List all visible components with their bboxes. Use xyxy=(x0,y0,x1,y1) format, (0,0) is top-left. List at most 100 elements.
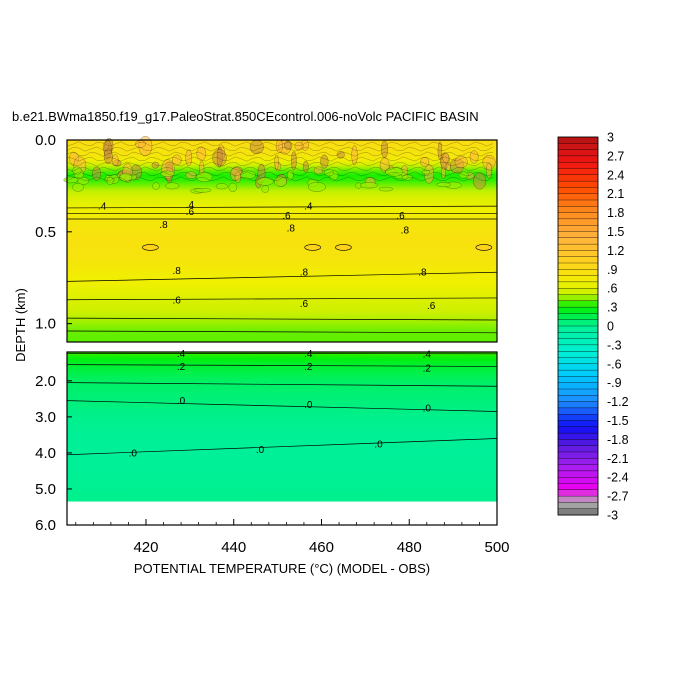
lower-contour-label: .4 xyxy=(177,349,186,360)
y-tick-label: 1.0 xyxy=(35,316,56,333)
colorbar-box xyxy=(557,143,599,150)
colorbar-box xyxy=(557,458,599,465)
x-axis-label: POTENTIAL TEMPERATURE (°C) (MODEL - OBS) xyxy=(134,561,430,576)
x-axis: POTENTIAL TEMPERATURE (°C) (MODEL - OBS)… xyxy=(75,519,510,576)
lower-contour-label: .2 xyxy=(423,364,432,375)
y-tick-label: 0.0 xyxy=(35,132,56,149)
colorbar-box xyxy=(557,470,599,478)
colorbar-frame xyxy=(557,136,599,516)
colorbar-label: -2.4 xyxy=(607,471,629,485)
colorbar-box xyxy=(557,294,599,302)
lower-panel-frame xyxy=(66,351,498,526)
colorbar-box xyxy=(557,300,599,308)
colorbar-box xyxy=(557,275,599,283)
colorbar-box xyxy=(557,407,599,415)
colorbar-label: -1.2 xyxy=(607,395,629,409)
colorbar-box xyxy=(557,414,599,421)
y-tick-label: 2.0 xyxy=(35,373,56,390)
colorbar-box xyxy=(557,225,599,232)
colorbar-label: .9 xyxy=(607,263,617,277)
x-tick-label: 500 xyxy=(484,539,509,556)
colorbar-box xyxy=(557,495,599,503)
y-tick-label: 0.5 xyxy=(35,224,56,241)
upper-contour-label: .6 xyxy=(186,207,195,218)
upper-closed-contour xyxy=(142,244,159,251)
upper-closed-contour xyxy=(475,244,493,251)
lower-contour-line xyxy=(66,382,498,387)
colorbar-box xyxy=(557,369,599,377)
lower-contour-label: .0 xyxy=(129,448,138,459)
colorbar-label: -.9 xyxy=(607,376,622,390)
x-axis-label-prefix: POTENTIAL TEMPERATURE ( xyxy=(134,561,315,576)
x-axis-label-suffix: ) (MODEL - OBS) xyxy=(329,561,430,576)
colorbar-label: -2.7 xyxy=(607,490,629,504)
upper-contour-label: .4 xyxy=(98,202,107,213)
upper-contour-line xyxy=(66,205,498,209)
colorbar-box xyxy=(557,325,599,333)
upper-contour-label: .6 xyxy=(427,301,436,312)
lower-panel: .4 .4 .4 .2 .2 .2 .0 .0 .0 .0 .0 .0 xyxy=(66,349,498,526)
colorbar-box xyxy=(557,426,599,434)
lower-contour-label: .4 xyxy=(304,349,313,360)
colorbar-box xyxy=(557,388,599,396)
colorbar-box xyxy=(557,288,599,295)
y-tick-label: 3.0 xyxy=(35,409,56,426)
colorbar-label: -.6 xyxy=(607,357,622,371)
x-tick-label: 440 xyxy=(221,539,246,556)
colorbar-box xyxy=(557,508,599,516)
x-tick-label: 480 xyxy=(397,539,422,556)
upper-closed-contour xyxy=(304,244,322,251)
colorbar-box xyxy=(557,218,599,226)
upper-contour-label: .8 xyxy=(287,224,296,235)
upper-contour-label: .6 xyxy=(300,299,309,310)
colorbar: 3 2.7 2.4 2.1 1.8 1.5 1.2 .9 .6 .3 0 -.3 -.6 -.9 -1.2 -… xyxy=(557,131,629,523)
colorbar-box xyxy=(557,445,599,453)
colorbar-box xyxy=(557,451,599,459)
chart-title: b.e21.BWma1850.f19_g17.PaleoStrat.850CEc… xyxy=(12,109,479,124)
colorbar-label: 2.4 xyxy=(607,168,624,182)
lower-field-fill xyxy=(67,352,497,502)
colorbar-box xyxy=(557,256,599,264)
upper-contour-line xyxy=(66,330,498,334)
colorbar-label: 1.8 xyxy=(607,206,624,220)
colorbar-box xyxy=(557,281,599,289)
colorbar-box xyxy=(557,180,599,188)
colorbar-label: -2.1 xyxy=(607,452,629,466)
lower-contour-label: .2 xyxy=(177,362,186,373)
colorbar-box xyxy=(557,243,599,251)
colorbar-label: 1.2 xyxy=(607,244,624,258)
colorbar-box xyxy=(557,332,599,339)
colorbar-box xyxy=(557,344,599,352)
lower-contour-label: .0 xyxy=(177,396,186,407)
upper-contour-line xyxy=(66,317,498,321)
lower-contour-label: .2 xyxy=(304,362,313,373)
lower-contour-label: .0 xyxy=(374,439,383,450)
colorbar-box xyxy=(557,155,599,163)
colorbar-box xyxy=(557,401,599,409)
colorbar-box xyxy=(557,250,599,258)
lower-contour-label: .0 xyxy=(256,445,265,456)
colorbar-box xyxy=(557,363,599,371)
colorbar-label: 3 xyxy=(607,131,614,145)
colorbar-box xyxy=(557,231,599,239)
upper-contour-label: .8 xyxy=(173,266,182,277)
colorbar-box xyxy=(557,313,599,321)
colorbar-box xyxy=(557,502,599,510)
colorbar-box xyxy=(557,464,599,472)
upper-closed-contour xyxy=(335,244,352,251)
upper-contour-label: .6 xyxy=(396,211,405,222)
colorbar-box xyxy=(557,193,599,201)
y-axis: DEPTH (km) 0.0 0.5 1.0 2.0 3.0 4.0 5.0 6.0 xyxy=(13,132,72,534)
upper-contour-label: .8 xyxy=(159,220,168,231)
colorbar-box xyxy=(557,212,599,220)
colorbar-label: .6 xyxy=(607,282,617,296)
y-tick-label: 6.0 xyxy=(35,517,56,534)
lower-contour-line xyxy=(66,438,498,456)
colorbar-label: 1.5 xyxy=(607,225,624,239)
lower-contour-label: .0 xyxy=(423,403,432,414)
x-tick-label: 460 xyxy=(309,539,334,556)
colorbar-box xyxy=(557,483,599,491)
colorbar-label: -3 xyxy=(607,509,618,523)
upper-contour-line xyxy=(66,297,498,301)
surface-variability-band xyxy=(63,136,496,194)
